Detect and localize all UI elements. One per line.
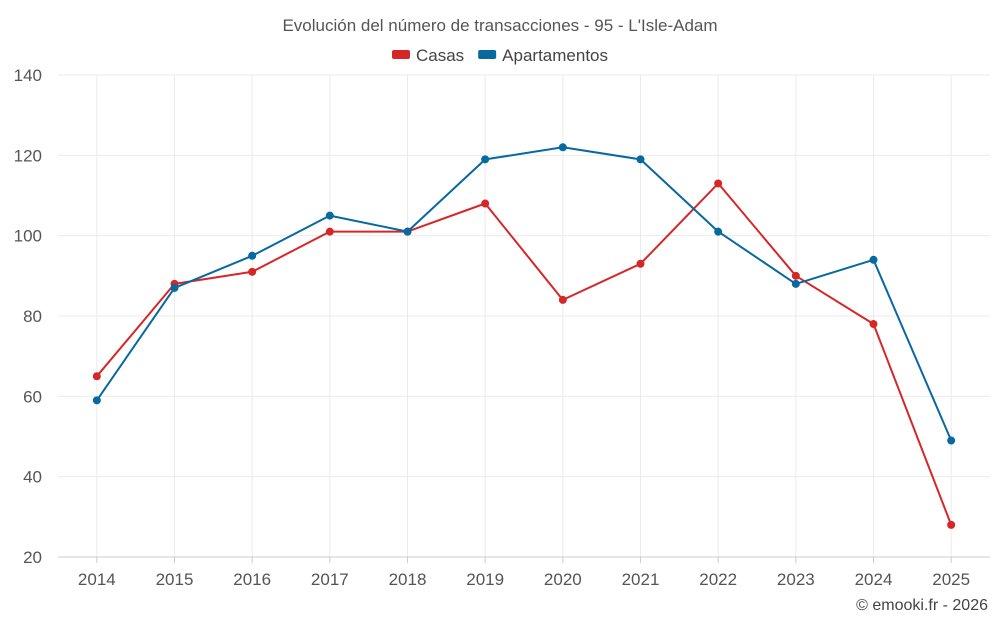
grid bbox=[58, 74, 990, 558]
data-point[interactable] bbox=[791, 279, 800, 288]
x-tick-label: 2014 bbox=[78, 570, 116, 589]
x-tick-label: 2015 bbox=[156, 570, 194, 589]
y-tick-label: 120 bbox=[14, 146, 42, 165]
data-point[interactable] bbox=[403, 227, 412, 236]
data-point[interactable] bbox=[558, 143, 567, 152]
legend-swatch bbox=[478, 50, 497, 59]
y-tick-label: 40 bbox=[23, 468, 42, 487]
chart-title: Evolución del número de transacciones - … bbox=[282, 16, 717, 35]
x-tick-label: 2018 bbox=[389, 570, 427, 589]
x-tick-label: 2019 bbox=[466, 570, 504, 589]
credit-text: © emooki.fr - 2026 bbox=[856, 597, 988, 614]
data-point[interactable] bbox=[869, 320, 878, 329]
data-point[interactable] bbox=[558, 295, 567, 304]
data-point[interactable] bbox=[92, 372, 101, 381]
series-line bbox=[96, 182, 953, 526]
axes: 20 40 60 80 100 120 140 2014 2015 2016 2017 2018 201… bbox=[14, 66, 990, 589]
series-line bbox=[95, 146, 953, 441]
x-tick-label: 2022 bbox=[699, 570, 737, 589]
data-point[interactable] bbox=[170, 283, 179, 292]
legend-label: Apartamentos bbox=[502, 46, 608, 65]
x-tick-label: 2016 bbox=[233, 570, 271, 589]
data-point[interactable] bbox=[636, 155, 645, 164]
data-point[interactable] bbox=[248, 267, 257, 276]
data-point[interactable] bbox=[947, 520, 956, 529]
x-tick-label: 2021 bbox=[622, 570, 660, 589]
data-point[interactable] bbox=[481, 155, 490, 164]
data-point[interactable] bbox=[947, 436, 956, 445]
series-group bbox=[92, 143, 956, 529]
series-apartamentos bbox=[92, 143, 956, 445]
legend-swatch bbox=[391, 50, 410, 59]
data-point[interactable] bbox=[481, 199, 490, 208]
data-point[interactable] bbox=[714, 227, 723, 236]
legend-item-casas[interactable]: Casas bbox=[391, 46, 464, 65]
y-tick-label: 140 bbox=[14, 66, 42, 85]
legend[interactable]: Casas Apartamentos bbox=[391, 46, 608, 65]
data-point[interactable] bbox=[636, 259, 645, 268]
legend-label: Casas bbox=[416, 46, 464, 65]
data-point[interactable] bbox=[325, 211, 334, 220]
x-tick-label: 2023 bbox=[777, 570, 815, 589]
y-tick-label: 60 bbox=[23, 387, 42, 406]
x-tick-label: 2024 bbox=[855, 570, 893, 589]
data-point[interactable] bbox=[92, 396, 101, 405]
x-tick-label: 2020 bbox=[544, 570, 582, 589]
data-point[interactable] bbox=[714, 179, 723, 188]
y-tick-label: 100 bbox=[14, 227, 42, 246]
x-tick-label: 2017 bbox=[311, 570, 349, 589]
data-point[interactable] bbox=[791, 271, 800, 280]
y-tick-label: 20 bbox=[23, 548, 42, 567]
legend-item-apartamentos[interactable]: Apartamentos bbox=[478, 46, 608, 65]
data-point[interactable] bbox=[248, 251, 257, 260]
data-point[interactable] bbox=[325, 227, 334, 236]
y-tick-label: 80 bbox=[23, 307, 42, 326]
data-point[interactable] bbox=[869, 255, 878, 264]
x-tick-label: 2025 bbox=[932, 570, 970, 589]
